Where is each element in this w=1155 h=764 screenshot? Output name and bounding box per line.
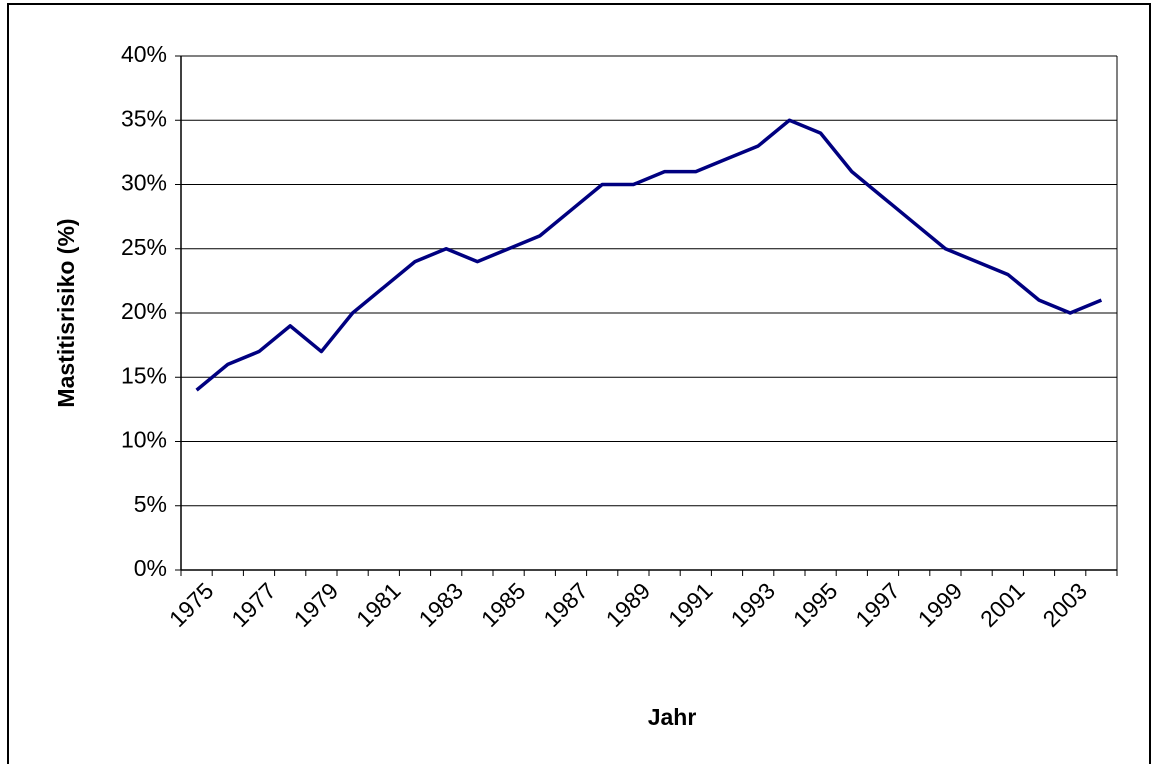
y-tick-label: 30% [121, 170, 167, 196]
y-tick-label: 0% [134, 555, 167, 581]
chart-border [7, 3, 1151, 764]
y-tick-label: 10% [121, 427, 167, 453]
y-tick-label: 15% [121, 362, 167, 388]
y-tick-label: 25% [121, 234, 167, 260]
y-axis-title: Mastitisrisiko (%) [53, 218, 79, 407]
y-tick-label: 40% [121, 41, 167, 67]
y-tick-label: 35% [121, 105, 167, 131]
y-tick-label: 5% [134, 491, 167, 517]
y-tick-label: 20% [121, 298, 167, 324]
x-axis-title: Jahr [648, 704, 697, 730]
line [195, 118, 1103, 392]
